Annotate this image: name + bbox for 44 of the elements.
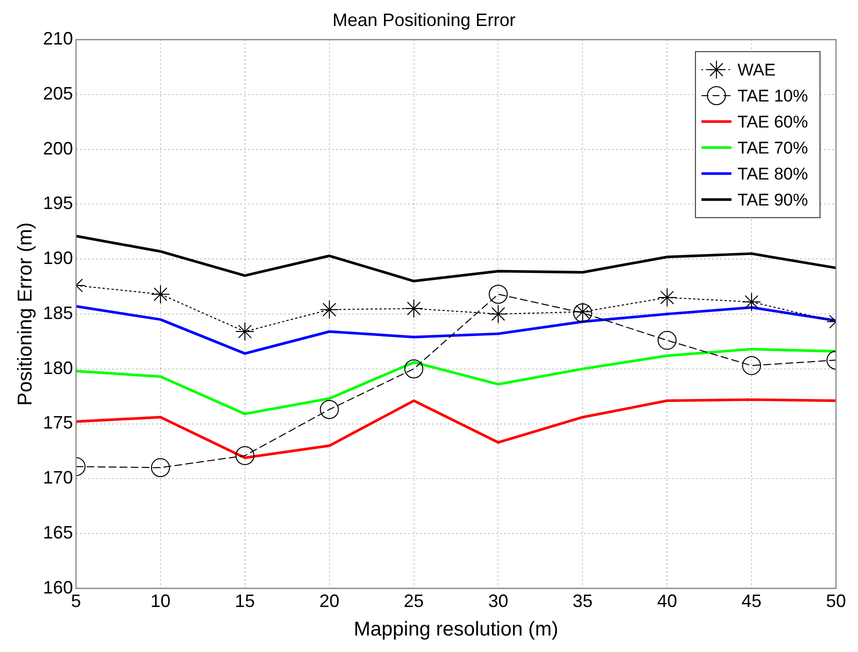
y-axis-title: Positioning Error (m) bbox=[14, 222, 37, 406]
y-tick-label: 160 bbox=[42, 577, 74, 598]
legend-label: TAE 90% bbox=[737, 190, 808, 210]
y-tick-label: 195 bbox=[42, 193, 74, 214]
x-tick-label: 25 bbox=[404, 591, 424, 612]
legend-label: TAE 10% bbox=[737, 86, 808, 106]
point bbox=[658, 288, 677, 308]
x-tick-label: 50 bbox=[826, 591, 846, 612]
y-tick-label: 185 bbox=[42, 302, 74, 323]
x-axis-title: Mapping resolution (m) bbox=[354, 618, 558, 641]
legend-label: TAE 70% bbox=[737, 138, 808, 158]
point bbox=[235, 446, 254, 466]
x-tick-label: 20 bbox=[319, 591, 340, 612]
point bbox=[150, 458, 170, 478]
y-tick-label: 205 bbox=[42, 83, 74, 104]
x-tick-label: 5 bbox=[71, 591, 82, 612]
x-tick-label: 35 bbox=[572, 591, 593, 612]
legend-label: TAE 80% bbox=[737, 164, 808, 184]
y-tick-label: 210 bbox=[42, 28, 74, 49]
legend-label: WAE bbox=[737, 60, 776, 80]
y-tick-label: 190 bbox=[42, 248, 74, 268]
point bbox=[658, 330, 677, 350]
point bbox=[235, 322, 254, 342]
y-tick-label: 165 bbox=[42, 522, 74, 542]
point bbox=[742, 356, 762, 376]
point bbox=[404, 359, 424, 378]
y-tick-label: 175 bbox=[42, 412, 74, 433]
legend-label: TAE 60% bbox=[737, 112, 808, 132]
x-tick-label: 15 bbox=[234, 591, 255, 612]
point bbox=[488, 284, 508, 304]
point bbox=[320, 400, 339, 419]
x-tick-label: 30 bbox=[488, 591, 508, 612]
point bbox=[150, 284, 170, 304]
x-tick-label: 45 bbox=[742, 591, 762, 612]
point bbox=[488, 304, 508, 324]
chart-title: Mean Positioning Error bbox=[332, 10, 516, 30]
x-tick-label: 10 bbox=[150, 591, 170, 612]
point bbox=[742, 292, 762, 312]
y-tick-label: 180 bbox=[42, 358, 74, 378]
y-tick-label: 170 bbox=[42, 468, 74, 488]
point bbox=[404, 299, 424, 318]
point bbox=[320, 300, 339, 320]
x-tick-label: 40 bbox=[657, 591, 678, 612]
y-tick-label: 200 bbox=[42, 138, 74, 158]
